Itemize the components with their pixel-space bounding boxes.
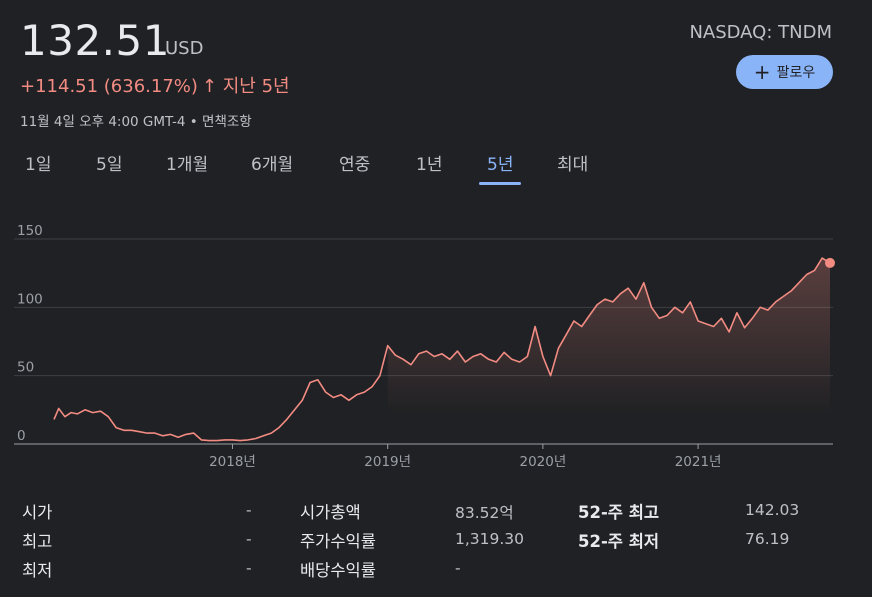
tab-ytd[interactable]: 연중: [339, 150, 370, 175]
stat-52w-low-label: 52-주 최저: [578, 532, 660, 551]
area-fill: [387, 258, 830, 414]
stat-high-label: 최고: [22, 532, 53, 551]
tab-5y[interactable]: 5년: [479, 150, 522, 185]
change-value: +114.51 (636.17%): [20, 76, 198, 97]
tab-label: 5년: [487, 155, 514, 175]
y-tick-label: 50: [17, 360, 34, 376]
stat-pe-label: 주가수익률: [300, 532, 376, 551]
stat-pe-value: 1,319.30: [455, 530, 525, 548]
stat-market-cap-value: 83.52억: [455, 504, 514, 522]
quote-timestamp: 11월 4일 오후 4:00 GMT-4 • 면책조항: [20, 114, 252, 130]
tab-label: 1일: [25, 155, 52, 175]
tab-label: 연중: [339, 155, 371, 175]
change-period: 지난 5년: [222, 76, 290, 97]
tab-1m[interactable]: 1개월: [166, 150, 208, 175]
last-point-marker: [825, 257, 835, 268]
tab-label: 1년: [416, 155, 443, 175]
stock-price: 132.51: [20, 16, 170, 65]
stat-52w-high-value: 142.03: [745, 501, 800, 519]
stat-52w-high-label: 52-주 최고: [578, 503, 660, 522]
stat-low-value: -: [246, 559, 252, 577]
tab-6m[interactable]: 6개월: [251, 150, 293, 175]
x-tick-label: 2020년: [519, 454, 566, 470]
up-arrow-icon: ↑: [201, 76, 218, 97]
tab-label: 최대: [557, 155, 589, 175]
range-tabs: 1일 5일 1개월 6개월 연중 1년 5년 최대: [0, 150, 872, 186]
stat-52w-low-value: 76.19: [745, 530, 790, 548]
tab-5d[interactable]: 5일: [96, 150, 122, 175]
x-tick-label: 2018년: [209, 454, 256, 470]
tab-label: 5일: [96, 155, 123, 175]
tab-max[interactable]: 최대: [557, 150, 588, 175]
x-tick-label: 2019년: [364, 454, 411, 470]
stat-dividend-value: -: [455, 559, 461, 577]
follow-button[interactable]: + 팔로우: [736, 55, 833, 89]
stat-open-value: -: [246, 501, 252, 519]
follow-label: 팔로우: [776, 65, 816, 81]
price-line: [53, 257, 831, 442]
stat-high-value: -: [246, 530, 252, 548]
plus-icon: +: [753, 60, 771, 84]
stat-market-cap-label: 시가총액: [300, 503, 361, 522]
x-tick-label: 2021년: [675, 454, 722, 470]
tab-1y[interactable]: 1년: [416, 150, 442, 175]
stat-dividend-label: 배당수익률: [300, 561, 376, 580]
tab-1d[interactable]: 1일: [25, 150, 51, 175]
price-chart[interactable]: 0 50 100 150 2018년 2019년 2020년 2021년: [0, 200, 872, 475]
tab-label: 6개월: [251, 155, 294, 175]
currency-label: USD: [165, 38, 204, 59]
stat-low-label: 최저: [22, 561, 53, 580]
active-tab-indicator: [479, 182, 522, 185]
y-tick-label: 0: [17, 428, 26, 444]
stat-open-label: 시가: [22, 503, 53, 522]
price-change: +114.51 (636.17%) ↑ 지난 5년: [20, 72, 290, 98]
y-tick-label: 150: [17, 223, 43, 239]
ticker-symbol: NASDAQ: TNDM: [689, 22, 832, 43]
tab-label: 1개월: [166, 155, 209, 175]
y-tick-label: 100: [17, 291, 43, 307]
